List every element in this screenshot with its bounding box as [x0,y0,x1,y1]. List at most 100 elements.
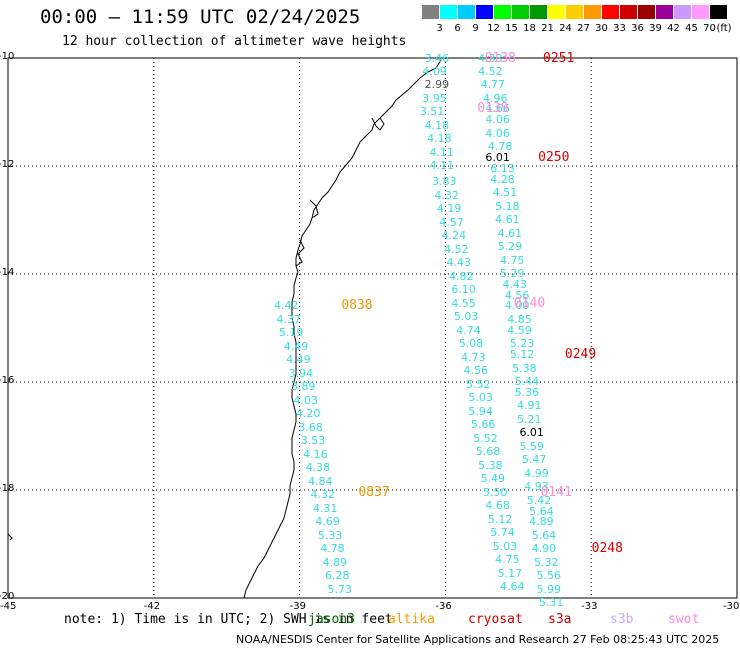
pass-time-label: 0249 [564,347,597,362]
lat-tick-label: -12 [0,159,15,170]
wave-height-value: 5.36 [514,385,540,399]
pass-time-label: 0248 [591,541,623,557]
wave-height-value: 4.89 [529,515,554,529]
satellite-s3a: s3a [548,612,572,627]
pass-time-label: 0837 [358,484,390,500]
legend-label: 18 [523,23,536,34]
legend-unit: (ft) [716,23,732,34]
wave-height-value: 5.64 [531,528,557,542]
legend-swatch [692,5,709,19]
pass-time-label: 0138 [484,51,517,67]
pass-time-label: 0139 [477,101,509,117]
wave-height-value: 5.29 [500,267,525,280]
wave-height-value: 2.99 [424,78,450,91]
wave-height-value: 4.78 [320,542,345,556]
legend-label: 21 [541,23,554,34]
wave-height-value: 3.95 [422,91,447,105]
wave-height-value: 5.42 [526,493,552,507]
wave-height-value: 5.03 [453,310,479,324]
wave-height-value: 5.52 [473,431,498,445]
legend-swatch [674,5,691,19]
legend-swatch [638,5,655,19]
wave-height-value: 3.89 [291,380,316,394]
wave-height-value: 4.49 [286,353,311,367]
lon-tick-label: -36 [435,601,452,612]
wave-height-value: 4.03 [293,393,318,407]
satellite-altika: altika [388,612,435,627]
wave-height-value: 4.68 [485,499,510,513]
legend-swatch [602,5,619,19]
wave-height-value: 5.12 [487,512,513,526]
footer-credit: NOAA/NESDIS Center for Satellite Applica… [236,633,720,646]
wave-height-value: 4.75 [495,553,520,567]
pass-time-label: 0251 [543,51,575,67]
lon-tick-label: -39 [289,601,306,612]
coast-fragment [7,533,13,541]
legend-label: 6 [454,23,461,34]
legend-label: 3 [436,23,443,34]
wave-height-value: 4.42 [274,299,299,313]
legend-label: 70 [703,23,716,34]
wave-height-value: 5.66 [470,418,496,432]
wave-height-value: 4.82 [448,269,474,283]
wave-height-value: 4.93 [524,480,549,494]
legend-label: 42 [667,23,680,34]
legend-swatch [530,5,547,19]
wave-height-value: 4.74 [456,323,481,337]
wave-height-value: 4.06 [485,113,510,127]
lat-tick-label: -16 [0,375,15,386]
wave-height-value: 5.08 [458,337,484,351]
lat-tick-label: -20 [0,591,15,602]
wave-height-value: 5.73 [327,582,352,596]
wave-height-value: 4.73 [461,350,486,364]
wave-height-value: 4.77 [480,78,506,91]
legend-swatch [458,5,475,19]
legend-swatch [656,5,673,19]
wave-height-value: 4.99 [524,466,549,480]
wave-height-value: 3.46 [424,52,450,66]
wave-height-value: 4.84 [308,474,333,488]
pass-time-label: 0838 [341,298,373,314]
pass-time-label: 0140 [513,295,546,311]
wave-height-value: 3.83 [431,175,457,189]
wave-height-value: 4.32 [310,488,335,502]
wave-height-value: 5.23 [509,337,535,351]
wave-height-value: 5.17 [497,566,523,580]
wave-height-value: 4.59 [507,323,532,337]
wave-height-value: 3.68 [298,420,323,434]
wave-height-value: 6.01 [485,150,510,164]
lon-tick-label: -33 [581,601,598,612]
wave-height-value: 6.10 [451,283,476,297]
wave-height-value: 4.55 [451,296,476,310]
wave-height-value: 4.61 [495,213,520,226]
wave-height-value: 4.18 [424,118,450,132]
wave-height-value: 5.19 [278,326,304,340]
legend-label: 9 [472,23,479,34]
wave-height-value: 5.56 [536,569,561,583]
wave-height-value: 6.13 [490,161,515,175]
wave-height-value: 4.19 [436,202,462,216]
legend-swatch [710,5,727,19]
wave-height-value: 5.38 [478,458,503,472]
pass-time-label: 0250 [538,149,570,165]
legend-swatch [620,5,637,19]
lon-tick-label: -42 [143,601,161,612]
wave-height-value: 5.38 [512,361,537,375]
wave-height-value: 4.31 [312,501,338,515]
legend-label: 39 [649,23,662,34]
wave-height-value: 4.43 [446,256,472,270]
wave-height-value: 4.61 [497,226,523,240]
wave-height-value: 4.91 [517,399,542,413]
lat-tick-label: -18 [0,483,15,494]
wave-height-value: 4.09 [422,64,447,78]
wave-height-value: 4.69 [315,515,340,529]
wave-height-value: 3.51 [419,105,445,118]
legend-swatch [440,5,457,19]
wave-height-value: 4.52 [478,64,503,78]
legend-label: 33 [613,23,626,34]
wave-height-value: 5.21 [517,412,542,426]
wave-height-value: 4.00 [504,299,530,313]
satellite-cryosat: cryosat [468,612,523,627]
wave-height-value: 4.16 [303,447,328,461]
satellite-jason3: jason3 [308,612,355,627]
